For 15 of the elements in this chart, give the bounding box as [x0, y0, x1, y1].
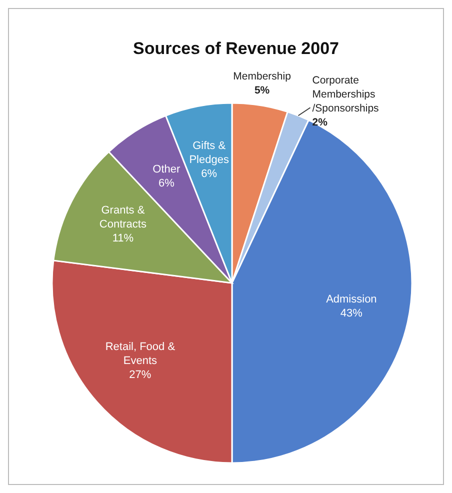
data-label: 43%	[340, 308, 363, 320]
data-label: 6%	[158, 178, 175, 190]
slice-label: Gifts & Pledges	[189, 140, 230, 166]
data-label: 2%	[312, 116, 328, 129]
chart-title: Sources of Revenue 2007	[133, 39, 339, 58]
data-label: 27%	[129, 368, 152, 381]
slice-label: Other	[152, 164, 181, 176]
slice-label: Admission	[326, 294, 377, 306]
data-label: 5%	[254, 84, 270, 96]
data-label: 6%	[201, 168, 218, 180]
data-label: 11%	[112, 232, 134, 244]
slice-label: Retail, Food & Events	[105, 340, 176, 367]
slice-label: Grants & Contracts	[99, 204, 147, 230]
slice-label: Membership	[233, 70, 292, 82]
slice-label: Corporate Memberships /Sponsorships	[312, 74, 379, 115]
